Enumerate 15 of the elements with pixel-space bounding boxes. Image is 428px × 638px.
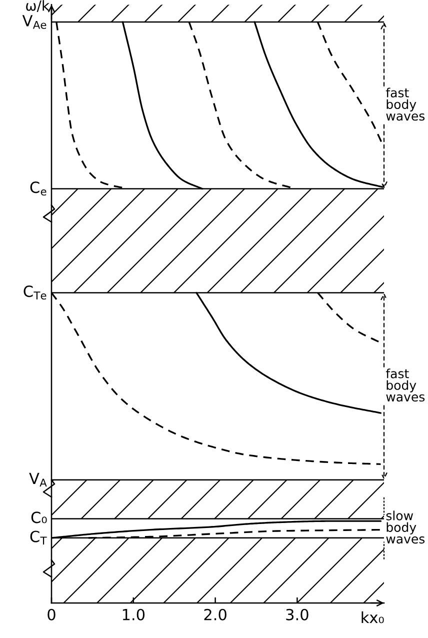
text: slow body waves: [386, 510, 425, 544]
text: fast body waves: [386, 88, 425, 121]
x-tick-label: 0: [48, 608, 56, 620]
ref-line-label: V$_{Ae}$: [22, 15, 46, 29]
ref-line-label: C$_{Te}$: [24, 286, 46, 300]
x-axis-title: kx₀: [362, 611, 384, 624]
ref-line-label: C₀: [31, 512, 47, 524]
x-tick-label: 2.0: [204, 608, 226, 620]
ref-line-label: C$_{T}$: [30, 530, 47, 545]
ref-line-label: C$_{e}$: [30, 182, 46, 196]
x-tick-label: 1.0: [122, 608, 145, 620]
ref-line-label: V$_{A}$: [29, 472, 47, 487]
x-tick-label: 3.0: [286, 608, 308, 620]
y-axis-title: ω/k: [26, 0, 50, 12]
text: fast body waves: [386, 368, 425, 402]
